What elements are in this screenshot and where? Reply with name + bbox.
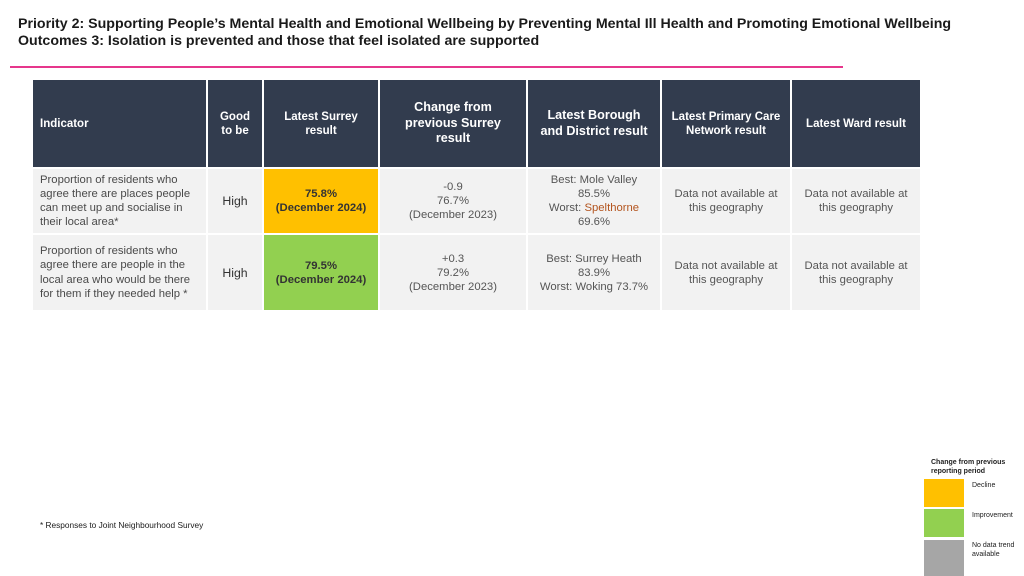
legend-swatch-improvement [924, 509, 964, 537]
legend-label-improvement: Improvement [972, 512, 1013, 519]
surrey-result-cell: 75.8% (December 2024) [264, 169, 380, 233]
ward-cell: Data not available at this geography [792, 235, 920, 310]
header-indicator: Indicator [33, 80, 208, 167]
worst-district-name: Spelthorne [584, 202, 640, 214]
legend-swatch-decline [924, 479, 964, 507]
table-header-row: Indicator Good to be Latest Surrey result … [33, 80, 920, 167]
table-row: Proportion of residents who agree there … [33, 233, 920, 310]
ward-cell: Data not available at this geography [792, 169, 920, 233]
header-good-to-be: Good to be [208, 80, 264, 167]
legend-swatch-no-data [924, 540, 964, 576]
table-row: Proportion of residents who agree there … [33, 167, 920, 233]
change-cell: -0.9 76.7% (December 2023) [380, 169, 528, 233]
header-primary-care: Latest Primary Care Network result [662, 80, 792, 167]
change-cell: +0.3 79.2% (December 2023) [380, 235, 528, 310]
surrey-result-cell: 79.5% (December 2024) [264, 235, 380, 310]
borough-cell: Best: Surrey Heath 83.9% Worst: Woking 7… [528, 235, 662, 310]
header-change-surrey: Change from previous Surrey result [380, 80, 528, 167]
title-line-1: Priority 2: Supporting People’s Mental H… [18, 16, 952, 32]
pcn-cell: Data not available at this geography [662, 169, 792, 233]
indicator-cell: Proportion of residents who agree there … [33, 169, 208, 233]
good-to-be-cell: High [208, 169, 264, 233]
pcn-cell: Data not available at this geography [662, 235, 792, 310]
header-ward: Latest Ward result [792, 80, 920, 167]
indicator-cell: Proportion of residents who agree there … [33, 235, 208, 310]
header-borough-district: Latest Borough and District result [528, 80, 662, 167]
header-latest-surrey: Latest Surrey result [264, 80, 380, 167]
indicator-table: Indicator Good to be Latest Surrey result … [33, 80, 920, 310]
legend-title: Change from previous reporting period [931, 459, 1006, 475]
borough-cell: Best: Mole Valley 85.5% Worst: Spelthorn… [528, 169, 662, 233]
title-line-2: Outcomes 3: Isolation is prevented and t… [18, 33, 540, 49]
title-divider [10, 66, 843, 68]
legend-label-decline: Decline [972, 482, 996, 489]
legend-label-no-data: No data trend available [972, 542, 1015, 558]
footnote: * Responses to Joint Neighbourhood Surve… [40, 520, 204, 530]
good-to-be-cell: High [208, 235, 264, 310]
page-title: Priority 2: Supporting People’s Mental H… [18, 16, 1018, 50]
